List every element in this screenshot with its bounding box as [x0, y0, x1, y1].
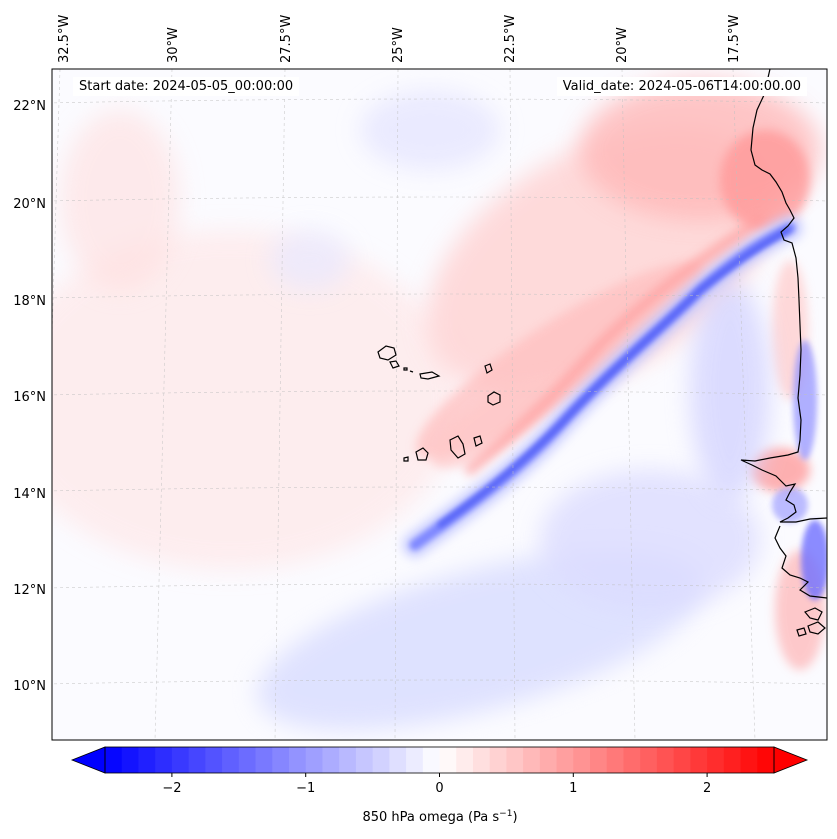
cabo-verde-islands — [377, 345, 501, 462]
colorbar-tick-label: 2 — [703, 781, 711, 796]
lon-label: 17.5°W — [727, 15, 742, 63]
lon-label: 27.5°W — [279, 15, 294, 63]
colorbar-cell — [456, 747, 474, 773]
lat-label: 16°N — [13, 390, 46, 405]
colorbar-extend-high — [773, 746, 809, 774]
colorbar-cell — [272, 747, 290, 773]
colorbar-cell — [723, 747, 742, 773]
colorbar-cell — [489, 747, 508, 773]
lat-label: 14°N — [13, 487, 46, 502]
colorbar-cell — [171, 747, 190, 773]
colorbar-label: 850 hPa omega (Pa s−1) — [362, 809, 517, 825]
colorbar-cell — [188, 747, 206, 773]
lon-label: 25°W — [391, 27, 406, 63]
lon-label: 20°W — [615, 27, 630, 63]
coastline — [740, 69, 827, 637]
gridlines — [52, 69, 827, 740]
colorbar-cell — [372, 747, 390, 773]
colorbar-cells — [105, 747, 775, 773]
colorbar-cell — [673, 747, 691, 773]
colorbar-cell — [573, 747, 591, 773]
colorbar-ticks: −2 −1 0 1 2 — [162, 773, 711, 796]
colorbar-tick-label: 0 — [435, 781, 443, 796]
colorbar-cell — [439, 747, 457, 773]
colorbar-cell — [105, 747, 123, 773]
colorbar-cell — [606, 747, 625, 773]
lat-label: 22°N — [13, 99, 46, 114]
colorbar-cell — [757, 747, 775, 773]
colorbar-cell — [590, 747, 608, 773]
lat-label: 10°N — [13, 679, 46, 694]
lon-label: 32.5°W — [57, 15, 72, 63]
colorbar-cell — [556, 747, 574, 773]
colorbar-cell — [406, 747, 424, 773]
longitude-labels: 32.5°W 30°W 27.5°W 25°W 22.5°W 20°W 17.5… — [57, 15, 742, 63]
valid-date-label: Valid_date: 2024-05-06T14:00:00.00 — [556, 77, 807, 96]
colorbar-cell — [523, 747, 541, 773]
colorbar-cell — [422, 747, 441, 773]
colorbar-cell — [355, 747, 374, 773]
colorbar-cell — [656, 747, 675, 773]
colorbar-cell — [305, 747, 324, 773]
lat-label: 20°N — [13, 197, 46, 212]
colorbar-cell — [255, 747, 273, 773]
colorbar-cell — [740, 747, 758, 773]
lon-label: 22.5°W — [503, 15, 518, 63]
map-frame — [51, 68, 828, 741]
colorbar-cell — [539, 747, 558, 773]
colorbar-cell — [690, 747, 708, 773]
colorbar-cell — [472, 747, 491, 773]
colorbar-tick-label: −1 — [296, 781, 315, 796]
colorbar-cell — [389, 747, 407, 773]
colorbar-cell — [623, 747, 641, 773]
colorbar-cell — [238, 747, 257, 773]
colorbar-cell — [205, 747, 223, 773]
map-panel — [52, 69, 827, 740]
colorbar-cell — [155, 747, 173, 773]
lat-label: 12°N — [13, 583, 46, 598]
latitude-labels: 22°N 20°N 18°N 16°N 14°N 12°N 10°N — [13, 99, 46, 694]
colorbar-cell — [322, 747, 340, 773]
colorbar-cell — [707, 747, 725, 773]
colorbar-cell — [121, 747, 140, 773]
colorbar-tick-label: 1 — [569, 781, 577, 796]
colorbar-tick-label: −2 — [162, 781, 181, 796]
colorbar-extend-low — [70, 746, 106, 774]
colorbar: −2 −1 0 1 2 850 hPa omega (Pa s−1) — [70, 746, 809, 825]
colorbar-cell — [339, 747, 357, 773]
lon-label: 30°W — [166, 27, 181, 63]
omega-field — [52, 80, 827, 731]
colorbar-cell — [640, 747, 658, 773]
colorbar-cell — [222, 747, 240, 773]
colorbar-cell — [288, 747, 307, 773]
lat-label: 18°N — [13, 294, 46, 309]
colorbar-cell — [506, 747, 524, 773]
colorbar-cell — [138, 747, 156, 773]
start-date-label: Start date: 2024-05-05_00:00:00 — [73, 77, 300, 96]
